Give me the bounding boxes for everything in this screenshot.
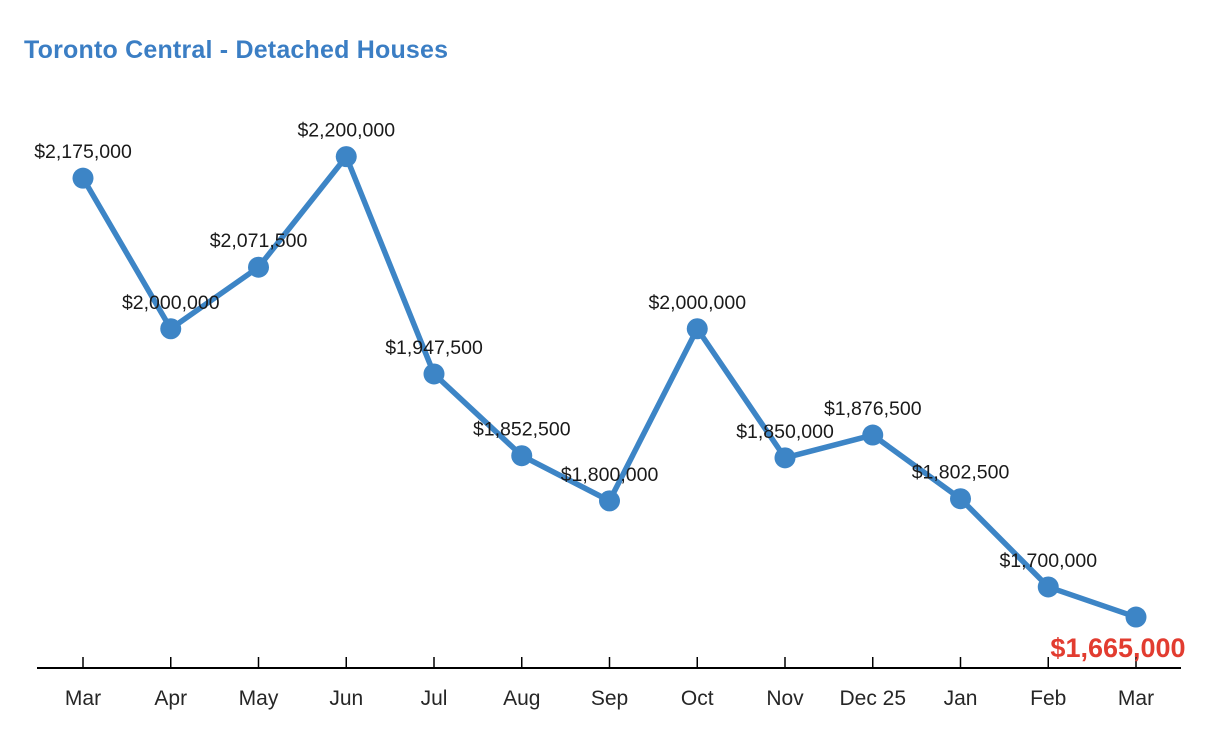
data-point-may[interactable] bbox=[248, 256, 269, 278]
point-label-oct: $2,000,000 bbox=[648, 292, 746, 314]
point-label-jun: $2,200,000 bbox=[297, 120, 395, 142]
x-axis-label-nov: Nov bbox=[766, 687, 804, 710]
point-label-dec-25: $1,876,500 bbox=[824, 398, 922, 420]
data-point-aug[interactable] bbox=[511, 445, 533, 467]
data-point-apr[interactable] bbox=[160, 318, 182, 340]
point-label-may: $2,071,500 bbox=[210, 230, 308, 252]
x-axis-label-jan: Jan bbox=[944, 687, 978, 710]
x-axis-label-may: May bbox=[239, 687, 279, 710]
data-point-mar[interactable] bbox=[72, 167, 94, 189]
highlight-point-label: $1,665,000 bbox=[1050, 633, 1185, 663]
x-axis-label-dec-25: Dec 25 bbox=[839, 687, 906, 710]
x-axis-label-jun: Jun bbox=[329, 687, 363, 710]
x-axis-label-mar: Mar bbox=[1118, 687, 1154, 710]
data-point-jan[interactable] bbox=[950, 488, 971, 510]
x-axis-label-oct: Oct bbox=[681, 687, 714, 710]
data-point-oct[interactable] bbox=[686, 318, 708, 340]
x-axis-label-sep: Sep bbox=[591, 687, 628, 710]
data-point-dec-25[interactable] bbox=[862, 424, 884, 446]
point-label-mar: $2,175,000 bbox=[34, 141, 132, 163]
point-label-sep: $1,800,000 bbox=[561, 464, 659, 486]
point-label-nov: $1,850,000 bbox=[736, 421, 834, 443]
point-label-jul: $1,947,500 bbox=[385, 337, 483, 359]
data-point-sep[interactable] bbox=[599, 490, 620, 512]
data-point-feb[interactable] bbox=[1037, 576, 1059, 598]
point-label-aug: $1,852,500 bbox=[473, 419, 571, 441]
x-axis-label-aug: Aug bbox=[503, 687, 540, 710]
price-line bbox=[80, 153, 1139, 620]
x-axis-label-feb: Feb bbox=[1030, 687, 1066, 710]
data-point-nov[interactable] bbox=[774, 447, 796, 469]
x-axis-label-jul: Jul bbox=[421, 687, 448, 710]
point-label-feb: $1,700,000 bbox=[999, 550, 1097, 572]
x-axis-label-apr: Apr bbox=[154, 687, 187, 710]
point-label-apr: $2,000,000 bbox=[122, 292, 220, 314]
point-label-jan: $1,802,500 bbox=[912, 462, 1010, 484]
data-point-jul[interactable] bbox=[423, 363, 445, 385]
x-axis-label-mar: Mar bbox=[65, 687, 101, 710]
page-title: Toronto Central - Detached Houses bbox=[24, 36, 449, 64]
data-point-jun[interactable] bbox=[335, 146, 357, 168]
data-point-mar[interactable] bbox=[1125, 606, 1147, 628]
